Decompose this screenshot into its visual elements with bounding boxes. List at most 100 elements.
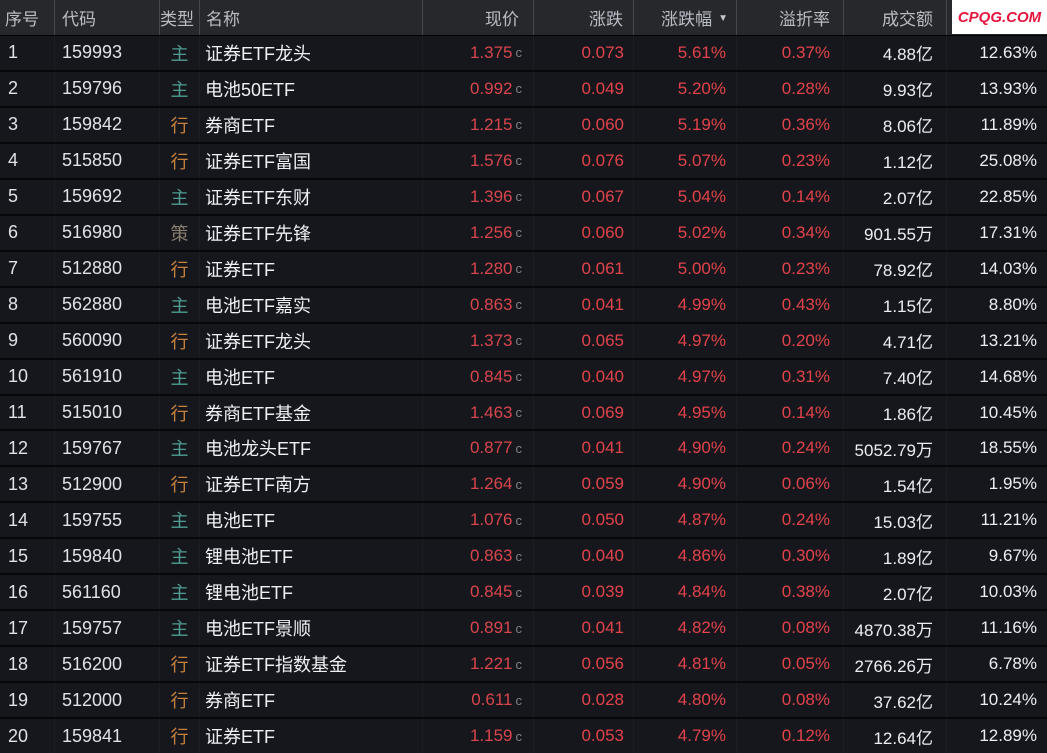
row-name-cell: 证券ETF先锋 bbox=[200, 216, 423, 250]
col-header-premium[interactable]: 溢折率 bbox=[737, 0, 844, 35]
row-premium-cell: 0.28% bbox=[737, 72, 844, 106]
row-code-cell: 159842 bbox=[55, 108, 160, 142]
row-rate-cell: 11.21% bbox=[980, 510, 1037, 530]
row-turnover-cell: 8.06亿 bbox=[844, 108, 947, 142]
row-turnover-cell: 1.54亿 bbox=[844, 467, 947, 501]
price-suffix: c bbox=[515, 189, 523, 205]
row-index-cell: 1 bbox=[0, 36, 55, 70]
row-index-cell: 17 bbox=[0, 611, 55, 645]
row-change-cell: 0.067 bbox=[534, 180, 634, 214]
row-change-pct-cell: 4.79% bbox=[634, 719, 737, 753]
row-premium-cell: 0.05% bbox=[737, 647, 844, 681]
table-row[interactable]: 14 159755 主电池ETF 1.076 c 0.050 4.87% 0.24% 15.03… bbox=[0, 501, 1047, 538]
price-value: 0.891 bbox=[469, 618, 513, 638]
row-turnover-cell: 4.88亿 bbox=[844, 36, 947, 70]
row-turnover-cell: 15.03亿 bbox=[844, 503, 947, 537]
row-code-cell: 512880 bbox=[55, 252, 160, 286]
row-change-pct-cell: 4.97% bbox=[634, 360, 737, 394]
row-turnover-cell: 1.89亿 bbox=[844, 539, 947, 573]
table-row[interactable]: 19 512000 行券商ETF 0.611 c 0.028 4.80% 0.08% 37.62… bbox=[0, 681, 1047, 718]
row-type-badge: 行 bbox=[160, 252, 200, 286]
row-price-cell: 0.992 c bbox=[423, 72, 534, 106]
col-header-change[interactable]: 涨跌 bbox=[534, 0, 634, 35]
price-value: 1.463 bbox=[469, 402, 513, 422]
row-price-cell: 1.256 c bbox=[423, 216, 534, 250]
price-suffix: c bbox=[515, 117, 523, 133]
row-change-cell: 0.041 bbox=[534, 611, 634, 645]
col-header-name[interactable]: 名称 bbox=[200, 0, 423, 35]
row-change-cell: 0.053 bbox=[534, 719, 634, 753]
row-index-cell: 19 bbox=[0, 683, 55, 717]
cpqg-logo-text: CPQG.COM bbox=[957, 8, 1042, 26]
table-row[interactable]: 18 516200 行证券ETF指数基金 1.221 c 0.056 4.81% 0.05% 2… bbox=[0, 645, 1047, 682]
row-premium-cell: 0.06% bbox=[737, 467, 844, 501]
row-premium-cell: 0.38% bbox=[737, 575, 844, 609]
col-header-code[interactable]: 代码 bbox=[55, 0, 160, 35]
price-suffix: c bbox=[515, 81, 523, 97]
table-row[interactable]: 5 159692 主证券ETF东财 1.396 c 0.067 5.04% 0.14% 2.07… bbox=[0, 177, 1047, 214]
row-price-cell: 1.221 c bbox=[423, 647, 534, 681]
table-row[interactable]: 11 515010 行券商ETF基金 1.463 c 0.069 4.95% 0.14% 1.8… bbox=[0, 393, 1047, 430]
table-row[interactable]: 3 159842 行券商ETF 1.215 c 0.060 5.19% 0.36% 8.06亿 1… bbox=[0, 105, 1047, 142]
col-header-change-pct[interactable]: 涨跌幅 ▼ bbox=[634, 0, 737, 35]
row-name-cell: 证券ETF龙头 bbox=[200, 324, 423, 358]
row-code-cell: 159757 bbox=[55, 611, 160, 645]
table-row[interactable]: 4 515850 行证券ETF富国 1.576 c 0.076 5.07% 0.23% 1.12… bbox=[0, 141, 1047, 178]
price-suffix: c bbox=[515, 728, 523, 744]
sort-descending-icon[interactable]: ▼ bbox=[718, 13, 728, 24]
price-value: 1.264 bbox=[469, 474, 513, 494]
table-row[interactable]: 16 561160 主锂电池ETF 0.845 c 0.039 4.84% 0.38% 2.07… bbox=[0, 573, 1047, 610]
table-row[interactable]: 13 512900 行证券ETF南方 1.264 c 0.059 4.90% 0.06% 1.5… bbox=[0, 465, 1047, 502]
table-row[interactable]: 12 159767 主电池龙头ETF 0.877 c 0.041 4.90% 0.24% 505… bbox=[0, 429, 1047, 466]
table-row[interactable]: 9 560090 行证券ETF龙头 1.373 c 0.065 4.97% 0.20% 4.71… bbox=[0, 321, 1047, 358]
price-value: 1.221 bbox=[469, 654, 513, 674]
row-type-badge: 主 bbox=[160, 575, 200, 609]
row-code-cell: 562880 bbox=[55, 288, 160, 322]
row-code-cell: 512000 bbox=[55, 683, 160, 717]
row-index-cell: 12 bbox=[0, 431, 55, 465]
price-value: 1.215 bbox=[469, 114, 513, 134]
col-header-turnover[interactable]: 成交额 bbox=[844, 0, 947, 35]
row-index-cell: 20 bbox=[0, 719, 55, 753]
table-row[interactable]: 17 159757 主电池ETF景顺 0.891 c 0.041 4.82% 0.08% 487… bbox=[0, 609, 1047, 646]
row-change-cell: 0.073 bbox=[534, 36, 634, 70]
row-type-badge: 主 bbox=[160, 180, 200, 214]
row-type-badge: 行 bbox=[160, 683, 200, 717]
row-change-pct-cell: 4.81% bbox=[634, 647, 737, 681]
row-turnover-cell: 2.07亿 bbox=[844, 180, 947, 214]
row-code-cell: 159840 bbox=[55, 539, 160, 573]
col-header-price[interactable]: 现价 bbox=[423, 0, 534, 35]
row-price-cell: 0.877 c bbox=[423, 431, 534, 465]
row-change-pct-cell: 4.84% bbox=[634, 575, 737, 609]
table-row[interactable]: 8 562880 主电池ETF嘉实 0.863 c 0.041 4.99% 0.43% 1.15… bbox=[0, 285, 1047, 322]
row-turnover-cell: 78.92亿 bbox=[844, 252, 947, 286]
row-index-cell: 2 bbox=[0, 72, 55, 106]
table-row[interactable]: 6 516980 策证券ETF先锋 1.256 c 0.060 5.02% 0.34% 901.… bbox=[0, 213, 1047, 250]
table-row[interactable]: 1 159993 主证券ETF龙头 1.375 c 0.073 5.61% 0.37% 4.88… bbox=[0, 36, 1047, 70]
price-value: 0.992 bbox=[469, 78, 513, 98]
row-rate-cell: 22.85% bbox=[979, 186, 1037, 206]
row-index-cell: 16 bbox=[0, 575, 55, 609]
table-row[interactable]: 20 159841 行证券ETF 1.159 c 0.053 4.79% 0.12% 12.64… bbox=[0, 717, 1047, 753]
table-row[interactable]: 2 159796 主电池50ETF 0.992 c 0.049 5.20% 0.28% 9.93… bbox=[0, 69, 1047, 106]
row-change-pct-cell: 5.07% bbox=[634, 144, 737, 178]
row-price-cell: 0.845 c bbox=[423, 360, 534, 394]
row-type-badge: 主 bbox=[160, 288, 200, 322]
table-body: 1 159993 主证券ETF龙头 1.375 c 0.073 5.61% 0.37% 4.88… bbox=[0, 36, 1047, 753]
row-change-cell: 0.076 bbox=[534, 144, 634, 178]
row-change-cell: 0.040 bbox=[534, 360, 634, 394]
col-header-type[interactable]: 类型 bbox=[160, 0, 200, 35]
table-row[interactable]: 10 561910 主电池ETF 0.845 c 0.040 4.97% 0.31% 7.40亿… bbox=[0, 357, 1047, 394]
row-rate-cell: 13.93% bbox=[979, 78, 1037, 98]
row-price-cell: 1.280 c bbox=[423, 252, 534, 286]
row-type-badge: 主 bbox=[160, 611, 200, 645]
table-row[interactable]: 7 512880 行证券ETF 1.280 c 0.061 5.00% 0.23% 78.92亿… bbox=[0, 249, 1047, 286]
row-change-cell: 0.041 bbox=[534, 431, 634, 465]
row-rate-cell: 14.03% bbox=[979, 258, 1037, 278]
table-row[interactable]: 15 159840 主锂电池ETF 0.863 c 0.040 4.86% 0.30% 1.89… bbox=[0, 537, 1047, 574]
row-change-pct-cell: 5.20% bbox=[634, 72, 737, 106]
row-premium-cell: 0.14% bbox=[737, 396, 844, 430]
row-rate-cell: 14.68% bbox=[979, 366, 1037, 386]
col-header-index[interactable]: 序号 bbox=[0, 0, 55, 35]
price-suffix: c bbox=[515, 476, 523, 492]
